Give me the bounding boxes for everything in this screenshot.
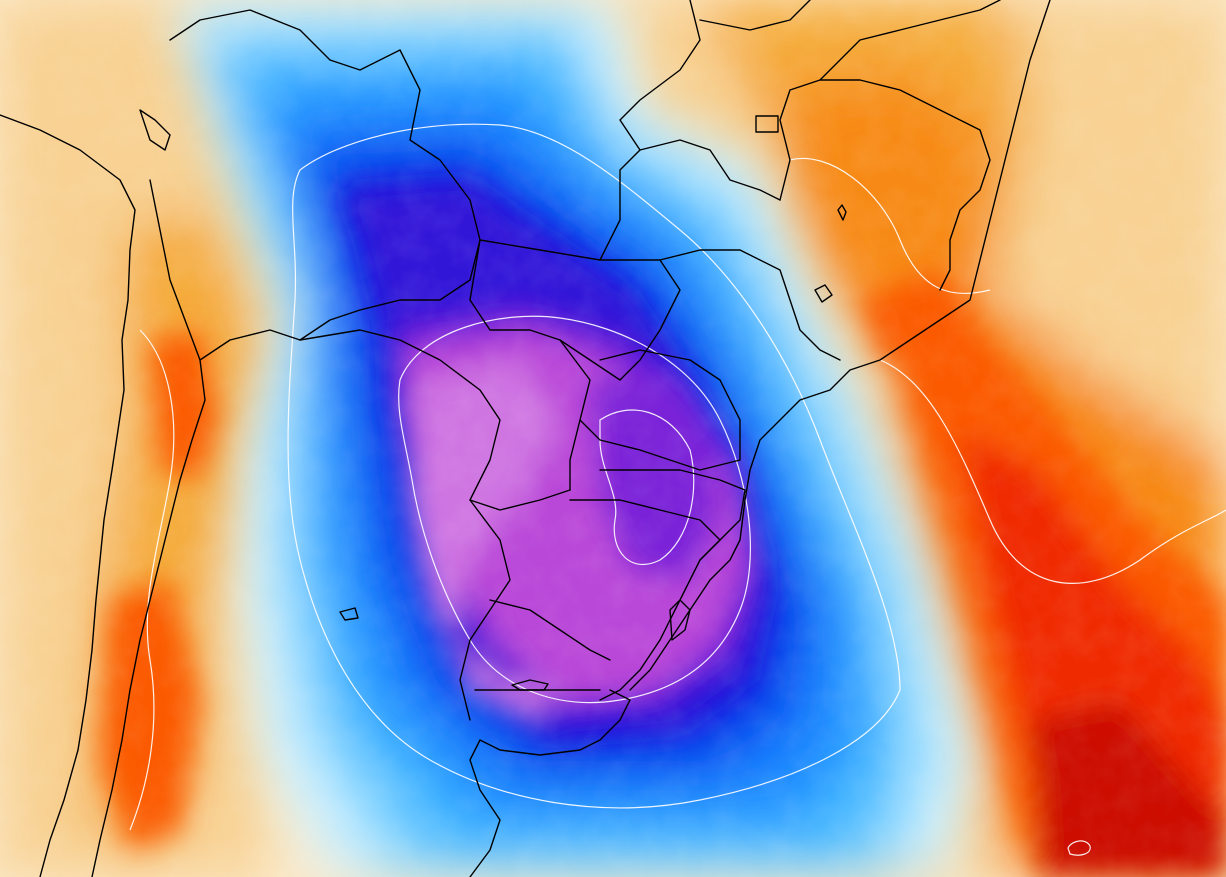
- border-paraguay-north: [299, 329, 571, 511]
- contour-lines: [129, 123, 1226, 856]
- border-argentina-brazil: [579, 349, 741, 471]
- contour-cold-core: [398, 315, 751, 704]
- border-brazil-2: [659, 249, 841, 361]
- border-brazil-1: [599, 139, 781, 261]
- border-uruguay: [569, 499, 721, 701]
- falkland-like: [511, 679, 549, 691]
- contour-andes: [129, 329, 175, 831]
- border-minas: [819, 0, 1001, 81]
- contour-cold-inner: [599, 409, 695, 566]
- border-brazil-4: [699, 0, 811, 31]
- contour-extreme: [1067, 840, 1091, 856]
- border-andes: [91, 179, 206, 877]
- coastline-plata: [469, 689, 631, 877]
- islands-small-2: [814, 284, 833, 303]
- border-brazil-5: [779, 79, 991, 291]
- boundary-lines: [0, 0, 1051, 877]
- border-rio-grande: [599, 469, 746, 561]
- coastline-atlantic-brazil: [629, 0, 1051, 691]
- border-bolivia: [169, 9, 481, 361]
- contour-cold-outer: [287, 123, 901, 809]
- border-arg-province-1: [459, 499, 511, 721]
- contour-warm-coast: [789, 157, 991, 295]
- lagoa-patos: [669, 599, 691, 641]
- islands-small-1: [837, 204, 847, 221]
- border-brazil-3: [619, 0, 701, 151]
- border-paraguay-east: [469, 239, 681, 381]
- border-arg-province-2: [489, 599, 611, 661]
- small-border-north: [139, 109, 171, 151]
- small-border-chile: [339, 607, 359, 621]
- contour-warm-ocean: [879, 359, 1226, 584]
- coastline-pacific: [0, 114, 136, 877]
- lake-feature: [755, 115, 779, 133]
